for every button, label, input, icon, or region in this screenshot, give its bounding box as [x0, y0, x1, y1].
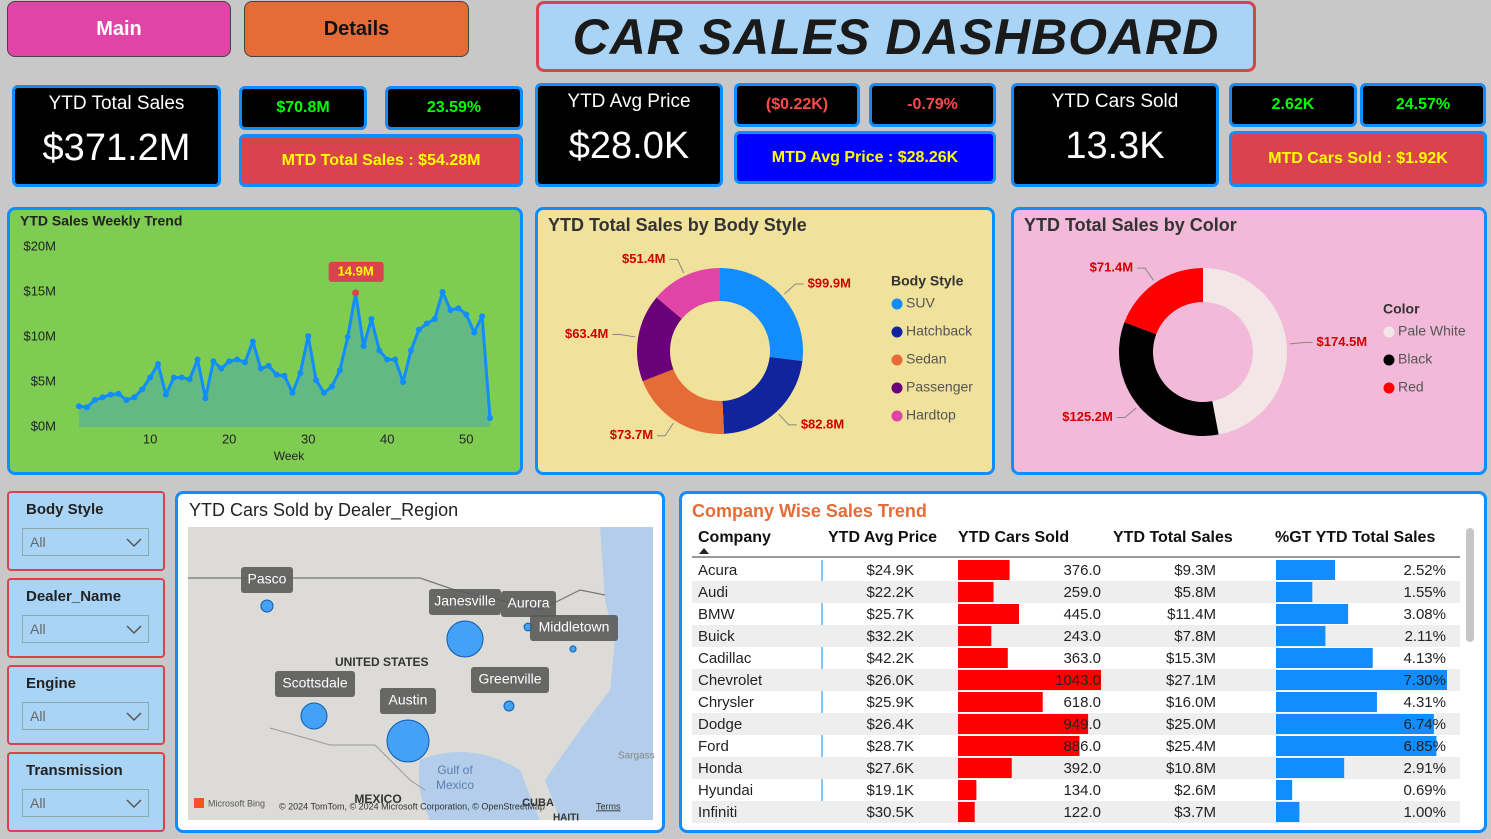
kpi-mtd: MTD Total Sales : $54.28M: [239, 134, 523, 187]
slicer-label: Body Style: [26, 501, 104, 518]
slicer: [7, 752, 165, 832]
title-banner: CAR SALES DASHBOARD: [536, 1, 1256, 72]
chevron-line: [126, 625, 142, 635]
slicer: [7, 578, 165, 658]
chevron: [126, 799, 142, 809]
kpi-label: YTD Total Sales: [48, 93, 185, 114]
slicer-dropdown[interactable]: All: [22, 615, 149, 643]
kpi-label: YTD Avg Price: [567, 91, 691, 112]
kpi-mtd: MTD Cars Sold : $1.92K: [1229, 131, 1487, 187]
slicer-label: Transmission: [26, 762, 123, 779]
panel: [535, 207, 995, 475]
chevron: [126, 625, 142, 635]
slicer-dropdown[interactable]: All: [22, 528, 149, 556]
kpi-card: [535, 83, 723, 187]
panel: [175, 491, 665, 833]
kpi-pct: -0.79%: [869, 83, 996, 127]
kpi-pct: 23.59%: [385, 86, 523, 130]
chevron-line: [126, 712, 142, 722]
panel: [679, 491, 1487, 833]
slicer-label: Dealer_Name: [26, 588, 122, 605]
slicer-dropdown[interactable]: All: [22, 702, 149, 730]
slicer-dropdown[interactable]: All: [22, 789, 149, 817]
slicer: [7, 491, 165, 571]
kpi-change: $70.8M: [239, 86, 367, 130]
nav-button[interactable]: Details: [244, 1, 469, 57]
kpi-value: 13.3K: [1065, 125, 1165, 167]
slicer-label: Engine: [26, 675, 77, 692]
chevron: [126, 712, 142, 722]
kpi-pct: 24.57%: [1360, 83, 1486, 127]
kpi-card: [1011, 83, 1219, 187]
kpi-change: ($0.22K): [734, 83, 860, 127]
chevron: [126, 538, 142, 548]
chevron-line: [126, 538, 142, 548]
kpi-label: YTD Cars Sold: [1051, 91, 1179, 112]
kpi-value: $371.2M: [42, 127, 191, 169]
panel: [7, 207, 523, 475]
nav-button[interactable]: Main: [7, 1, 231, 57]
slicer: [7, 665, 165, 745]
panel: [1011, 207, 1487, 475]
chevron-line: [126, 799, 142, 809]
kpi-mtd: MTD Avg Price : $28.26K: [734, 131, 996, 184]
kpi-value: $28.0K: [568, 125, 690, 167]
kpi-card: [12, 85, 221, 187]
kpi-change: 2.62K: [1229, 83, 1357, 127]
